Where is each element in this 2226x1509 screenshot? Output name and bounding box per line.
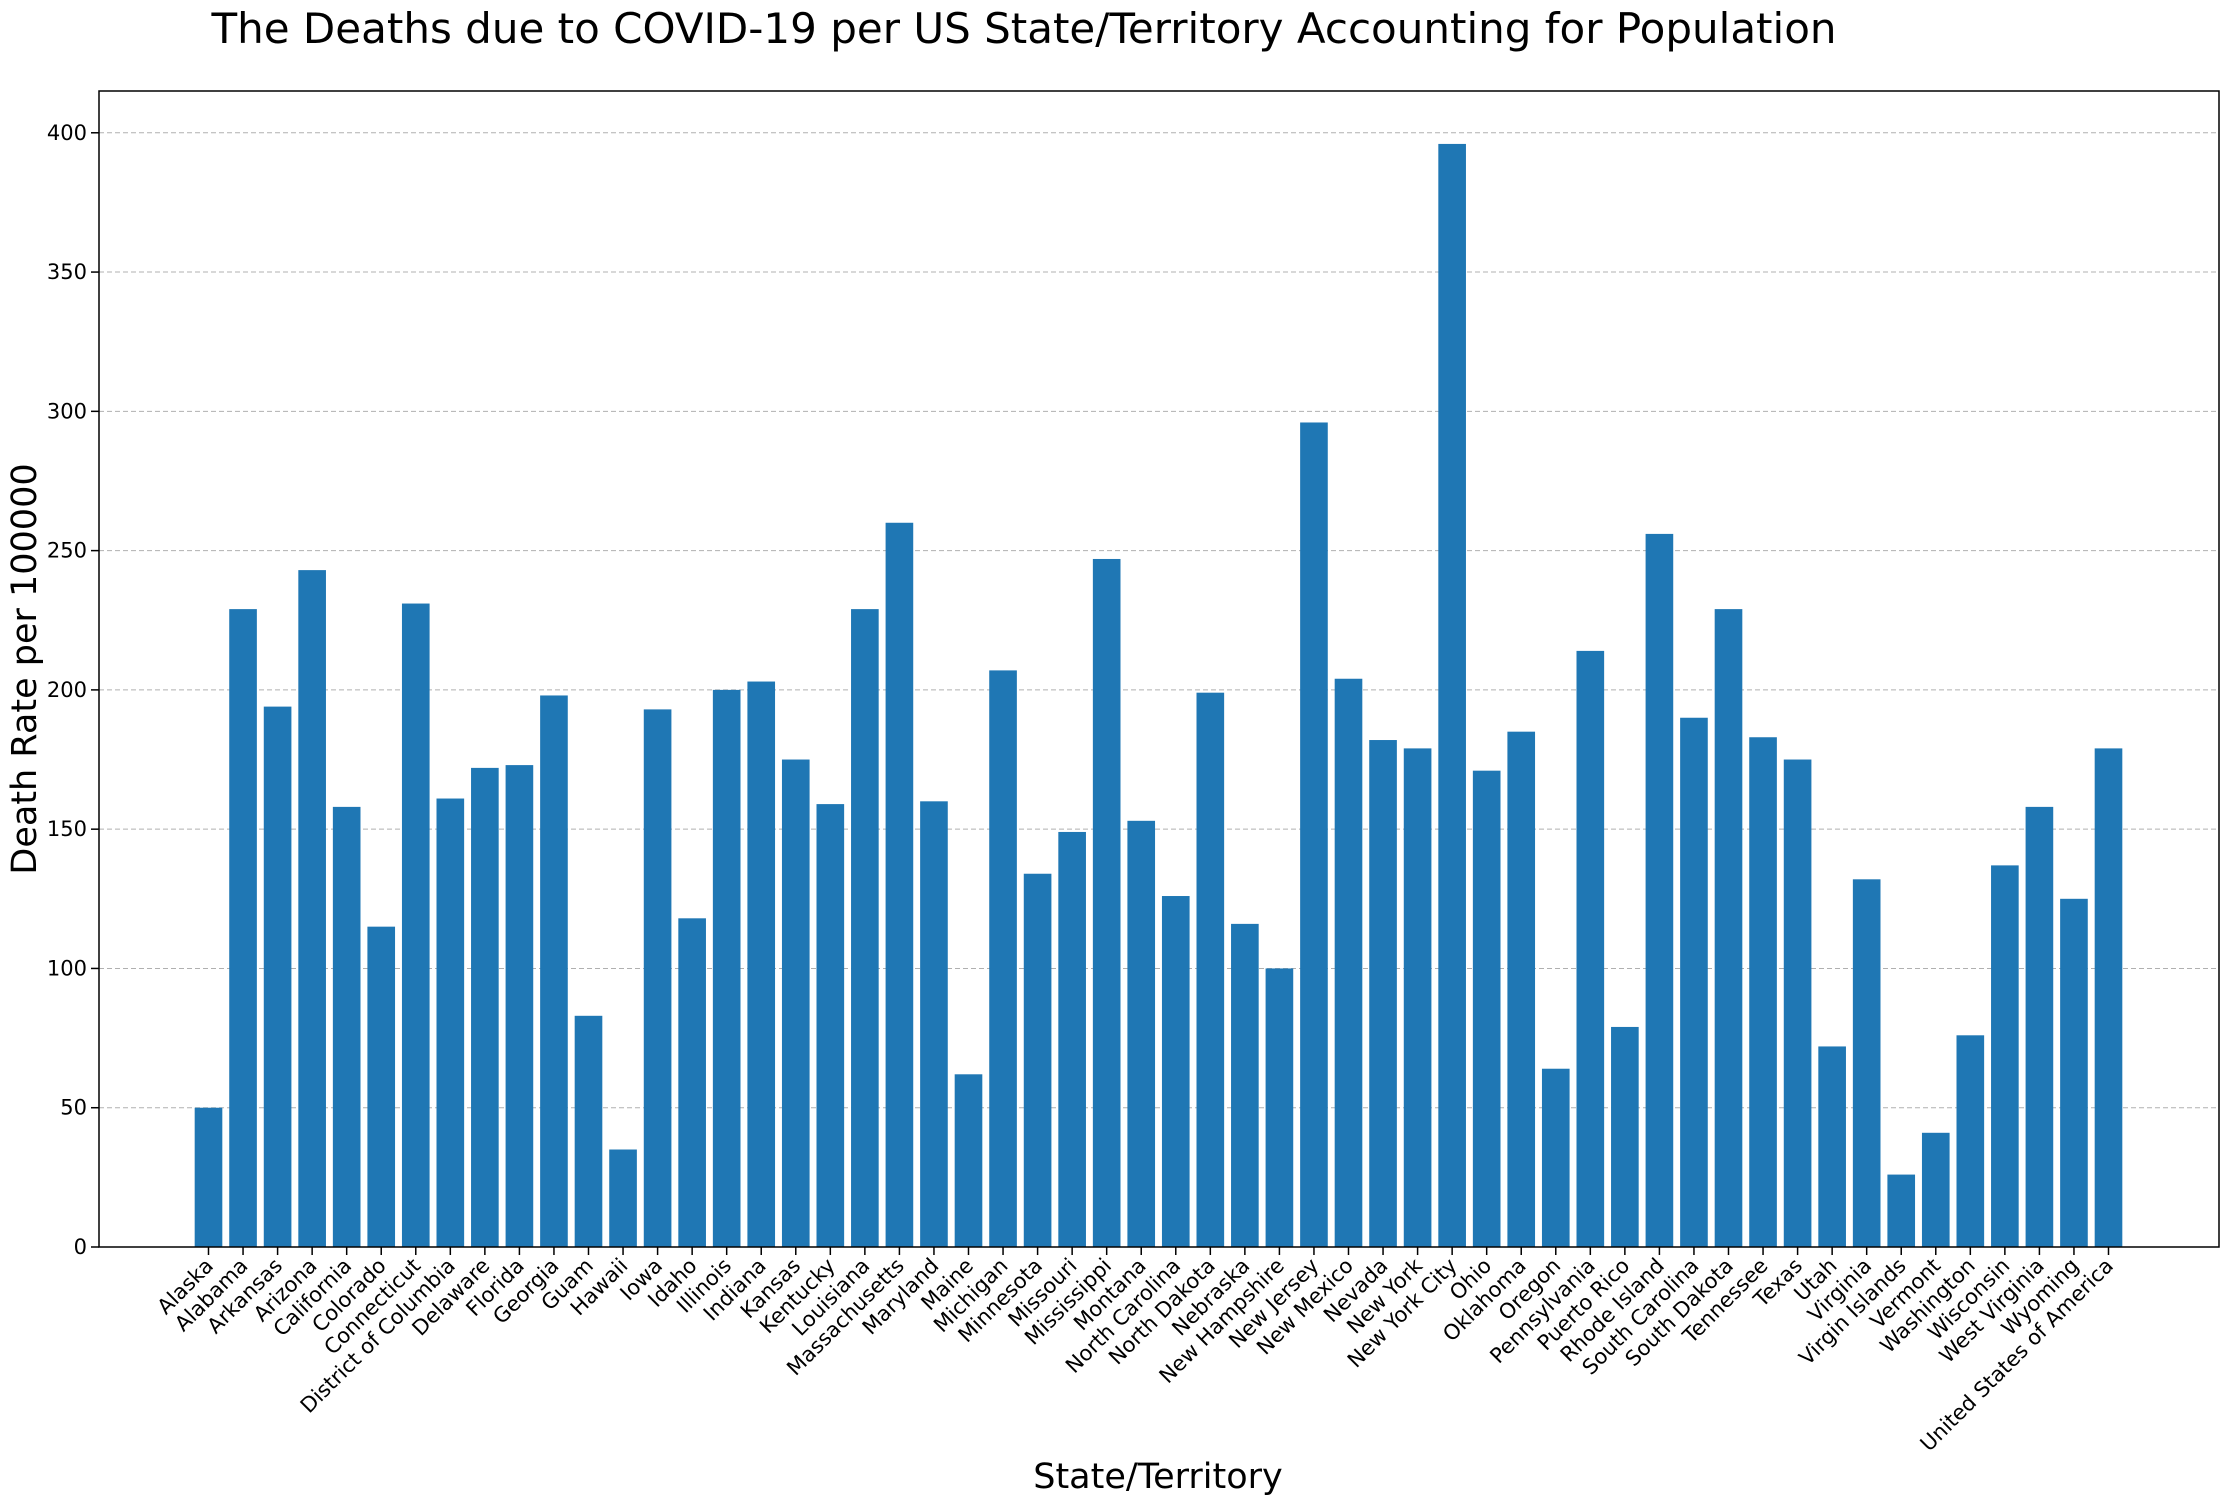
bar bbox=[401, 603, 430, 1247]
bar bbox=[574, 1015, 603, 1247]
bar bbox=[1092, 558, 1121, 1247]
bar bbox=[1127, 820, 1156, 1247]
bar bbox=[678, 918, 706, 1247]
bar bbox=[1403, 748, 1432, 1247]
bar bbox=[1334, 678, 1363, 1247]
bar bbox=[1887, 1174, 1916, 1247]
plot-frame bbox=[98, 90, 2220, 1248]
bar bbox=[332, 806, 361, 1247]
bar bbox=[1783, 759, 1812, 1247]
bar bbox=[1507, 731, 1536, 1247]
bar bbox=[816, 804, 845, 1247]
y-tick-label: 250 bbox=[47, 539, 87, 563]
bar bbox=[1818, 1046, 1846, 1247]
y-tick-label: 350 bbox=[47, 260, 87, 284]
bar bbox=[609, 1149, 637, 1247]
bar bbox=[989, 670, 1017, 1247]
bar bbox=[1749, 737, 1777, 1247]
bar bbox=[1611, 1026, 1639, 1247]
y-tick-label: 0 bbox=[74, 1235, 87, 1259]
y-tick-label: 200 bbox=[47, 678, 87, 702]
bar bbox=[298, 570, 326, 1247]
bar bbox=[2025, 806, 2054, 1247]
bar bbox=[1921, 1132, 1950, 1247]
bar bbox=[1058, 831, 1086, 1247]
bar bbox=[920, 801, 948, 1247]
bar bbox=[194, 1107, 223, 1247]
bar bbox=[1991, 865, 2019, 1247]
bar bbox=[712, 689, 741, 1247]
bars bbox=[194, 143, 2123, 1248]
bar bbox=[1161, 896, 1190, 1247]
y-tick-label: 400 bbox=[47, 121, 87, 145]
bar bbox=[1438, 143, 1466, 1248]
x-axis-ticks: AlaskaAlabamaArkansasArizonaCaliforniaCo… bbox=[153, 1247, 2118, 1456]
bar bbox=[954, 1074, 983, 1247]
bar bbox=[1714, 609, 1743, 1247]
chart-title: The Deaths due to COVID-19 per US State/… bbox=[210, 4, 1836, 53]
y-tick-label: 300 bbox=[47, 399, 87, 423]
bar bbox=[263, 706, 292, 1247]
bar bbox=[1645, 533, 1674, 1247]
bar bbox=[540, 695, 568, 1247]
bar bbox=[367, 926, 396, 1247]
bar bbox=[471, 767, 499, 1247]
bar bbox=[1576, 650, 1605, 1247]
bar bbox=[643, 709, 672, 1247]
x-axis-label: State/Territory bbox=[1033, 1457, 1283, 1497]
bar bbox=[1300, 422, 1328, 1248]
y-axis-ticks: 0 50 100 150 200 250 300 350 400 bbox=[47, 121, 99, 1259]
y-tick-label: 50 bbox=[60, 1096, 87, 1120]
bar bbox=[1196, 692, 1225, 1247]
bar bbox=[1541, 1068, 1570, 1247]
y-tick-label: 100 bbox=[47, 956, 87, 980]
bar bbox=[781, 759, 810, 1247]
y-tick-label: 150 bbox=[47, 817, 87, 841]
bar bbox=[1680, 717, 1708, 1247]
y-axis-label: Death Rate per 100000 bbox=[5, 463, 45, 874]
bar bbox=[885, 522, 914, 1247]
bar bbox=[1472, 770, 1501, 1247]
bar bbox=[1369, 740, 1397, 1247]
bar bbox=[229, 609, 257, 1247]
bar bbox=[2094, 748, 2123, 1247]
bar bbox=[747, 681, 776, 1247]
bar bbox=[2060, 898, 2088, 1247]
bar bbox=[505, 765, 534, 1247]
bar bbox=[1023, 873, 1052, 1247]
bar bbox=[436, 798, 465, 1247]
bar bbox=[1956, 1035, 1985, 1247]
bar bbox=[1231, 923, 1259, 1247]
bar bbox=[1265, 968, 1294, 1247]
bar bbox=[851, 609, 879, 1247]
bar bbox=[1852, 879, 1881, 1247]
